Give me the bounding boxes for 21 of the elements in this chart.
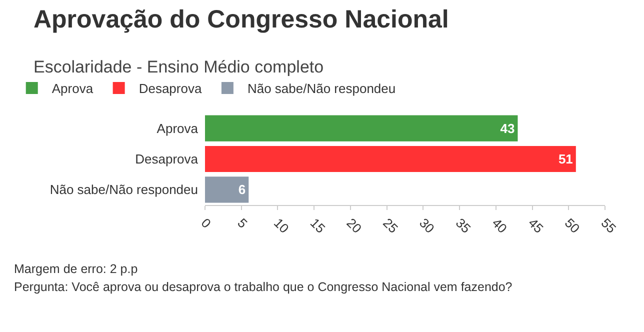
x-tick-label: 30 (416, 215, 438, 236)
x-tick-label: 25 (380, 215, 401, 236)
data-label: 6 (238, 182, 246, 198)
x-tick-label: 20 (344, 215, 365, 236)
x-tick-label: 45 (526, 215, 546, 236)
x-tick-label: 15 (307, 215, 328, 236)
chart-subtitle: Escolaridade - Ensino Médio completo (33, 58, 324, 77)
text: Pergunta: Você aprova ou desaprova o trabalho que o Congresso Nacional vem fazendo? (14, 280, 512, 294)
x-tick-label: 50 (562, 215, 583, 236)
x-tick-label: 0 (198, 215, 214, 231)
data-label: 43 (500, 120, 515, 136)
text: Margem de erro: 2 p.p (14, 262, 138, 276)
x-tick-label: 40 (489, 215, 510, 236)
x-tick-label: 55 (598, 215, 620, 236)
legend-label: Não sabe/Não respondeu (247, 81, 396, 96)
chart-title: Aprovação do Congresso Nacional (33, 5, 449, 34)
y-tick-label: Não sabe/Não respondeu (50, 182, 198, 198)
data-label: 51 (558, 152, 573, 166)
x-tick-label: 35 (452, 215, 474, 236)
x-tick-label: 5 (234, 215, 250, 231)
x-tick-label: 10 (271, 215, 292, 236)
